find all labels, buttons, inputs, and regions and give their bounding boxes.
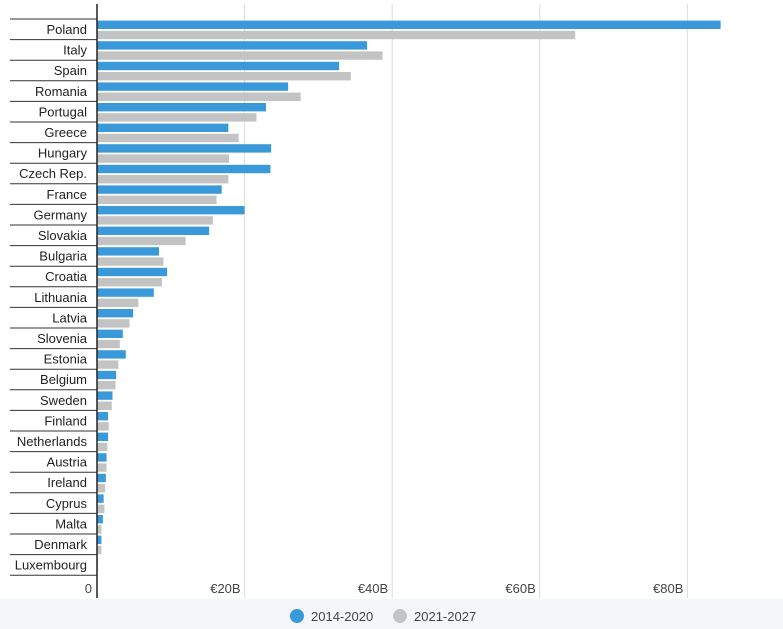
- category-label-bulgaria: Bulgaria: [39, 249, 87, 264]
- bar-2014-2020-ireland: [97, 473, 106, 483]
- category-label-denmark: Denmark: [34, 537, 87, 552]
- bar-2014-2020-netherlands: [97, 432, 109, 441]
- bar-2014-2020-france: [97, 185, 222, 194]
- bar-2021-2027-austria: [97, 463, 107, 472]
- bar-2014-2020-romania: [97, 82, 289, 91]
- bar-2014-2020-bulgaria: [97, 247, 159, 256]
- bar-2021-2027-lithuania: [97, 298, 139, 307]
- category-rows: Poland Italy Spain Romania Portugal Greece Hun…: [10, 18, 97, 576]
- x-tick-label-60: €60B: [505, 581, 535, 596]
- bar-2021-2027-cyprus: [97, 504, 105, 513]
- bar-2021-2027-bulgaria: [97, 257, 164, 266]
- category-label-malta: Malta: [55, 516, 88, 531]
- category-label-austria: Austria: [47, 455, 88, 470]
- grid-lines: [244, 4, 688, 598]
- category-label-spain: Spain: [54, 63, 87, 78]
- bar-2021-2027-italy: [97, 51, 383, 60]
- bar-2014-2020-slovenia: [97, 329, 123, 338]
- bar-2014-2020-belgium: [97, 370, 117, 380]
- bar-2021-2027-denmark: [97, 545, 102, 555]
- category-label-netherlands: Netherlands: [17, 434, 88, 449]
- category-label-belgium: Belgium: [40, 372, 87, 387]
- bar-2014-2020-slovakia: [97, 226, 210, 235]
- bar-2021-2027-sweden: [97, 401, 112, 410]
- legend-label-2021-2027: 2021-2027: [414, 609, 476, 624]
- bar-2014-2020-poland: [97, 20, 721, 29]
- bar-2021-2027-france: [97, 195, 217, 204]
- bar-2014-2020-hungary: [97, 144, 272, 153]
- bar-2014-2020-czech-rep: [97, 164, 271, 174]
- bar-2014-2020-latvia: [97, 309, 134, 318]
- bar-2021-2027-latvia: [97, 319, 130, 328]
- bar-2021-2027-slovakia: [97, 236, 186, 246]
- bar-2014-2020-cyprus: [97, 494, 104, 503]
- x-axis-ticks: 0 €20B €40B €60B €80B: [85, 581, 684, 596]
- bar-2014-2020-sweden: [97, 391, 113, 400]
- category-label-romania: Romania: [35, 84, 88, 99]
- category-label-france: France: [47, 187, 87, 202]
- category-label-luxembourg: Luxembourg: [15, 558, 87, 573]
- bar-2014-2020-croatia: [97, 267, 168, 277]
- x-tick-label-40: €40B: [358, 581, 388, 596]
- category-label-slovenia: Slovenia: [37, 331, 88, 346]
- bar-2021-2027-belgium: [97, 381, 116, 390]
- category-label-finland: Finland: [44, 413, 87, 428]
- legend-background: [0, 599, 783, 629]
- bar-2021-2027-greece: [97, 133, 239, 143]
- category-label-greece: Greece: [44, 125, 87, 140]
- category-label-poland: Poland: [47, 22, 87, 37]
- bar-2014-2020-lithuania: [97, 288, 154, 297]
- category-label-croatia: Croatia: [45, 269, 88, 284]
- bar-2014-2020-denmark: [97, 535, 102, 544]
- bar-2021-2027-estonia: [97, 360, 119, 369]
- category-label-slovakia: Slovakia: [38, 228, 88, 243]
- category-label-estonia: Estonia: [44, 352, 88, 367]
- bar-2014-2020-malta: [97, 515, 103, 524]
- bar-2021-2027-germany: [97, 216, 213, 225]
- bar-2014-2020-finland: [97, 412, 109, 421]
- legend-marker-2021-2027: [393, 609, 407, 623]
- legend: 2014-2020 2021-2027: [290, 609, 476, 624]
- bar-2021-2027-czech-rep: [97, 175, 229, 184]
- bar-2021-2027-malta: [97, 525, 102, 534]
- x-tick-label-20: €20B: [210, 581, 240, 596]
- bar-2021-2027-portugal: [97, 113, 257, 122]
- bar-2014-2020-austria: [97, 453, 107, 462]
- bar-2021-2027-hungary: [97, 154, 230, 163]
- legend-marker-2014-2020: [290, 609, 304, 623]
- bar-2021-2027-ireland: [97, 484, 106, 493]
- bar-2021-2027-netherlands: [97, 442, 108, 452]
- category-label-hungary: Hungary: [38, 146, 88, 161]
- bar-2014-2020-greece: [97, 123, 229, 132]
- category-label-cyprus: Cyprus: [46, 496, 88, 511]
- bar-2014-2020-spain: [97, 61, 340, 71]
- category-label-latvia: Latvia: [52, 310, 87, 325]
- legend-label-2014-2020: 2014-2020: [311, 609, 373, 624]
- category-label-portugal: Portugal: [39, 104, 88, 119]
- bar-2014-2020-germany: [97, 206, 245, 215]
- category-label-germany: Germany: [34, 207, 88, 222]
- bar-2014-2020-italy: [97, 41, 368, 50]
- category-label-ireland: Ireland: [47, 475, 87, 490]
- x-tick-label-0: 0: [85, 581, 92, 596]
- bar-2014-2020-portugal: [97, 103, 267, 112]
- bar-2021-2027-spain: [97, 72, 351, 81]
- bar-2021-2027-poland: [97, 30, 576, 40]
- category-label-sweden: Sweden: [40, 393, 87, 408]
- bar-2021-2027-croatia: [97, 278, 162, 287]
- x-tick-label-80: €80B: [653, 581, 683, 596]
- category-label-lithuania: Lithuania: [34, 290, 88, 305]
- bar-2021-2027-slovenia: [97, 339, 120, 349]
- category-label-czech-rep: Czech Rep.: [19, 166, 87, 181]
- bar-2021-2027-romania: [97, 92, 301, 101]
- bars: [97, 20, 721, 575]
- category-label-italy: Italy: [63, 43, 87, 58]
- bar-2021-2027-finland: [97, 422, 109, 431]
- bar-2014-2020-estonia: [97, 350, 126, 359]
